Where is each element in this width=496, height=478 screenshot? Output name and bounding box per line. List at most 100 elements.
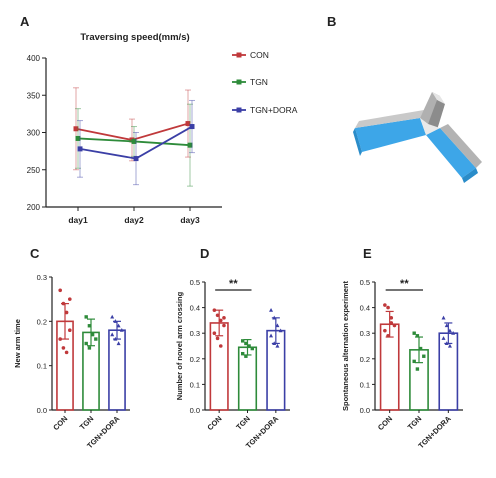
y-tick-label: 0.4 <box>360 304 370 313</box>
x-tick-label: TGN <box>78 414 96 432</box>
y-tick-label: 0.0 <box>360 406 370 415</box>
data-point <box>444 323 449 328</box>
data-point <box>113 319 118 323</box>
data-point <box>269 307 274 312</box>
data-point <box>441 315 446 320</box>
y-tick-label: 0.1 <box>360 380 370 389</box>
data-point <box>58 288 62 293</box>
y-tick-label: 0.1 <box>190 380 200 389</box>
y-tick-label: 0.5 <box>360 278 370 287</box>
legend-marker <box>236 107 242 113</box>
data-point <box>110 314 115 319</box>
data-point <box>218 318 223 323</box>
data-point <box>77 146 83 152</box>
y-axis-label: Number of novel arm crossing <box>175 291 184 400</box>
data-point <box>68 328 72 333</box>
data-point <box>386 333 390 338</box>
data-point <box>133 156 139 162</box>
bar-chart-d: 0.0 0.1 0.2 0.3 0.4 0.5 Number of novel arm cr… <box>175 278 290 450</box>
y-maze-illustration <box>353 92 482 183</box>
y-tick-label: 0.0 <box>37 406 47 415</box>
y-tick-label: 0.2 <box>190 355 200 364</box>
y-tick-label: 300 <box>27 129 41 138</box>
x-tick-label: CON <box>51 414 69 432</box>
bar <box>108 329 126 411</box>
data-point <box>272 341 277 346</box>
data-point <box>75 135 81 141</box>
data-point <box>61 346 66 350</box>
x-tick-label: TGN <box>234 414 252 432</box>
data-point <box>68 297 72 301</box>
data-point <box>116 323 121 328</box>
data-point <box>418 346 423 351</box>
y-tick-label: 200 <box>27 203 41 212</box>
data-point <box>113 336 118 341</box>
line-chart-a: 200 250 300 350 400 day1 day2 day3 <box>27 54 222 225</box>
data-point <box>131 138 137 144</box>
data-point <box>84 341 88 346</box>
significance-label: ** <box>400 278 409 290</box>
data-point <box>422 354 426 358</box>
y-axis-label: New arm time <box>13 319 22 368</box>
data-point <box>444 341 449 346</box>
data-point <box>64 310 69 315</box>
y-tick-label: 400 <box>27 54 41 63</box>
x-tick-label: day3 <box>180 215 200 225</box>
data-point <box>250 346 254 351</box>
data-point <box>73 126 79 132</box>
data-point <box>241 339 245 343</box>
y-tick-label: 0.3 <box>190 329 200 338</box>
data-point <box>84 315 88 319</box>
legend-marker <box>236 79 242 85</box>
data-point <box>272 315 277 320</box>
data-point <box>244 341 248 346</box>
panel-label-d: D <box>200 246 209 261</box>
data-point <box>278 328 283 333</box>
data-point <box>415 367 420 371</box>
x-tick-label: TGN <box>406 414 424 432</box>
data-point <box>269 333 274 338</box>
data-point <box>218 344 223 348</box>
data-point <box>87 346 92 350</box>
data-point <box>244 354 248 358</box>
data-point <box>275 323 280 328</box>
data-point <box>116 341 121 346</box>
data-point <box>275 343 280 348</box>
data-point <box>187 142 193 148</box>
legend-a: CON TGN TGN+DORA <box>232 50 298 115</box>
panel-label-b: B <box>327 14 336 29</box>
data-point <box>412 359 416 364</box>
data-point <box>64 350 69 355</box>
data-point <box>90 332 95 337</box>
data-point <box>87 324 92 328</box>
data-point <box>189 124 195 130</box>
y-tick-label: 0.2 <box>37 317 47 326</box>
x-tick-label: day2 <box>124 215 144 225</box>
data-point <box>119 328 124 332</box>
y-tick-label: 0.3 <box>360 329 370 338</box>
y-tick-label: 0.3 <box>37 273 47 282</box>
legend-label: TGN <box>250 77 268 87</box>
y-tick-label: 250 <box>27 166 41 175</box>
panel-a-title: Traversing speed(mm/s) <box>80 32 189 43</box>
legend-marker <box>236 52 242 58</box>
data-point <box>61 301 66 306</box>
y-tick-label: 0.1 <box>37 362 47 371</box>
data-point <box>58 337 62 341</box>
data-point <box>212 308 217 312</box>
data-point <box>441 336 446 340</box>
legend-label: TGN+DORA <box>250 105 298 115</box>
data-point <box>392 323 397 328</box>
data-point <box>451 331 456 335</box>
data-point <box>383 303 387 307</box>
data-point <box>212 331 217 336</box>
data-point <box>241 351 245 356</box>
legend-label: CON <box>250 50 269 60</box>
data-point <box>215 313 220 318</box>
bar-chart-e: 0.0 0.1 0.2 0.3 0.4 0.5 Spontaneous alternatio… <box>341 278 463 450</box>
x-tick-label: CON <box>205 414 223 432</box>
data-point <box>386 305 390 310</box>
y-axis-label: Spontaneous alternation experiment <box>341 280 350 411</box>
